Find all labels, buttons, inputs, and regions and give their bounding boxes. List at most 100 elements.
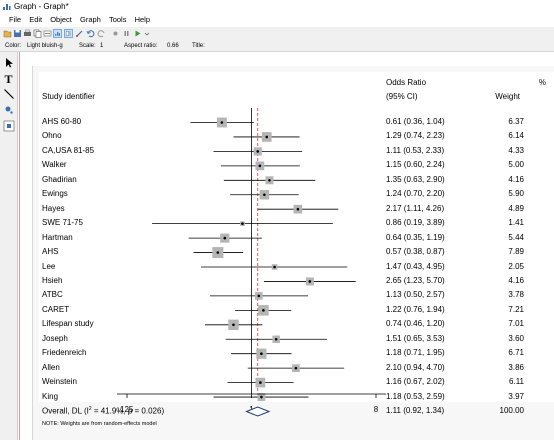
study-or-ci: 1.22 (0.76, 1.94) <box>386 304 445 314</box>
text-tool-icon[interactable]: T <box>3 72 15 84</box>
x-tick-label: 8 <box>373 405 379 414</box>
overall-label-pre: Overall, DL (I <box>42 406 89 416</box>
study-label: Lifespan study <box>42 319 94 329</box>
print-icon[interactable] <box>23 29 32 38</box>
study-weight: 6.37 <box>508 117 524 126</box>
menu-help[interactable]: Help <box>134 15 150 24</box>
study-weight: 3.86 <box>508 362 524 372</box>
point-estimate <box>260 352 263 356</box>
pause-icon[interactable] <box>122 29 131 38</box>
study-or-ci: 0.61 (0.36, 1.04) <box>386 117 445 126</box>
study-weight: 5.90 <box>508 189 524 199</box>
play-icon[interactable] <box>133 29 142 38</box>
overall-or-ci: 1.11 (0.92, 1.34) <box>386 406 445 415</box>
study-or-ci: 1.16 (0.67, 2.02) <box>386 377 445 387</box>
point-estimate <box>223 236 227 240</box>
graph-editor-icon[interactable] <box>53 29 62 38</box>
study-label: Joseph <box>42 333 68 343</box>
study-label: AHS <box>42 247 59 257</box>
study-weight: 7.89 <box>508 247 524 257</box>
point-estimate <box>257 294 261 298</box>
study-weight: 3.78 <box>508 290 524 300</box>
study-weight: 4.16 <box>508 174 524 184</box>
color-select[interactable]: Light bluish-g <box>27 43 63 49</box>
point-estimate <box>232 323 235 327</box>
study-or-ci: 0.64 (0.35, 1.19) <box>386 232 445 242</box>
object-browser-icon[interactable] <box>64 29 73 38</box>
study-weight: 4.89 <box>508 203 524 213</box>
point-estimate <box>216 251 220 254</box>
study-weight: 6.14 <box>508 131 524 141</box>
undo-icon[interactable] <box>86 29 95 38</box>
point-estimate <box>260 395 263 399</box>
point-estimate <box>220 121 224 124</box>
overall-label-post: = 41.9%, p = 0.026) <box>91 406 165 416</box>
study-label: Lee <box>42 261 56 271</box>
study-weight: 3.97 <box>508 391 524 401</box>
aspect-ratio-label: Aspect ratio: <box>124 43 158 49</box>
header-pct-line2: Weight <box>495 92 520 101</box>
record-icon[interactable] <box>111 29 120 38</box>
study-weight: 4.33 <box>508 145 524 155</box>
study-or-ci: 1.47 (0.43, 4.95) <box>386 261 445 271</box>
marker-tool-icon[interactable] <box>3 104 15 116</box>
save-icon[interactable] <box>13 29 22 38</box>
study-or-ci: 1.11 (0.53, 2.33) <box>386 145 445 155</box>
study-label: Weinstein <box>42 377 77 387</box>
color-label: Color: <box>5 43 22 49</box>
point-estimate <box>273 265 276 269</box>
contextual-toolbar: Color: Light bluish-g Scale: 1 Aspect ra… <box>0 40 554 52</box>
overall-diamond <box>245 406 271 417</box>
aspect-ratio-input[interactable]: 0.66 <box>167 43 179 49</box>
study-weight: 3.60 <box>508 333 524 343</box>
menu-tools[interactable]: Tools <box>108 15 127 24</box>
title-label: Title: <box>192 43 205 49</box>
recorder-icon[interactable] <box>75 29 84 38</box>
svg-text:T: T <box>5 72 13 84</box>
study-or-ci: 0.74 (0.46, 1.20) <box>386 319 445 329</box>
study-label: Hsieh <box>42 275 63 285</box>
menu-graph[interactable]: Graph <box>80 15 101 24</box>
menu-object[interactable]: Object <box>50 15 72 24</box>
point-estimate <box>268 179 271 182</box>
study-or-ci: 1.24 (0.70, 2.20) <box>386 189 445 199</box>
pointer-tool-icon[interactable] <box>3 57 15 69</box>
menu-edit[interactable]: Edit <box>29 15 43 24</box>
line-tool-icon[interactable] <box>3 88 15 100</box>
point-estimate <box>265 135 269 139</box>
point-estimate <box>262 309 265 312</box>
menu-file[interactable]: File <box>9 15 22 24</box>
point-estimate <box>308 280 312 283</box>
study-or-ci: 1.18 (0.71, 1.95) <box>386 348 445 358</box>
scale-input[interactable]: 1 <box>100 43 104 49</box>
study-label: Hayes <box>42 203 65 213</box>
redo-icon[interactable] <box>97 29 106 38</box>
tools-panel: T <box>0 52 18 440</box>
study-or-ci: 1.51 (0.65, 3.53) <box>386 333 445 343</box>
open-icon[interactable] <box>3 29 12 38</box>
study-label: SWE 71-75 <box>42 218 83 228</box>
play-dropdown-icon[interactable] <box>144 29 150 38</box>
grid-edit-tool-icon[interactable] <box>3 120 15 132</box>
scale-label: Scale: <box>79 43 96 49</box>
study-weight: 5.00 <box>508 160 524 170</box>
study-or-ci: 1.15 (0.60, 2.24) <box>386 160 445 170</box>
header-or-line1: Odds Ratio <box>386 78 427 87</box>
copy-icon[interactable] <box>33 29 42 38</box>
study-label: Hartman <box>42 232 73 242</box>
study-or-ci: 0.86 (0.19, 3.89) <box>386 218 445 228</box>
study-or-ci: 2.17 (1.11, 4.26) <box>386 203 445 213</box>
study-or-ci: 1.29 (0.74, 2.23) <box>386 131 445 141</box>
study-label: CARET <box>42 304 70 314</box>
study-weight: 4.16 <box>508 275 524 285</box>
point-estimate <box>274 337 278 341</box>
rename-icon[interactable] <box>43 29 52 38</box>
point-estimate <box>296 207 300 211</box>
study-weight: 1.41 <box>508 218 524 228</box>
study-label: King <box>42 391 59 401</box>
header-pct-line1: % <box>538 78 546 87</box>
study-or-ci: 2.65 (1.23, 5.70) <box>386 275 445 285</box>
plot-region[interactable] <box>39 72 554 402</box>
point-estimate <box>256 150 260 153</box>
